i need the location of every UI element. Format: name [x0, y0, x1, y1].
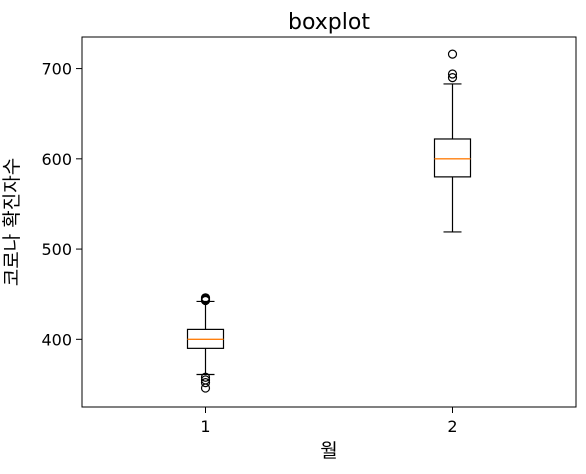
y-tick-label: 600	[41, 150, 72, 169]
y-tick-label: 700	[41, 60, 72, 79]
box-body	[433, 138, 472, 178]
outlier-point	[447, 49, 458, 59]
outlier-point	[200, 375, 211, 385]
x-axis-label: 월	[320, 440, 337, 462]
box-group-1	[186, 293, 225, 393]
outlier-point	[447, 69, 458, 79]
box-group-2	[433, 49, 472, 233]
box-series	[186, 49, 472, 393]
y-axis: 400 500 600 700	[41, 60, 82, 349]
outlier-point	[200, 378, 211, 388]
plot-area	[81, 36, 577, 408]
y-axis-label: 코로나 확진자수	[1, 158, 23, 286]
chart-title: boxplot	[288, 10, 370, 35]
outlier-point	[447, 73, 458, 83]
x-tick-label: 1	[200, 417, 210, 436]
y-tick-label: 400	[41, 330, 72, 349]
y-tick-label: 500	[41, 240, 72, 259]
outlier-point	[200, 372, 211, 382]
x-tick-label: 2	[447, 417, 457, 436]
outlier-point	[200, 293, 211, 303]
